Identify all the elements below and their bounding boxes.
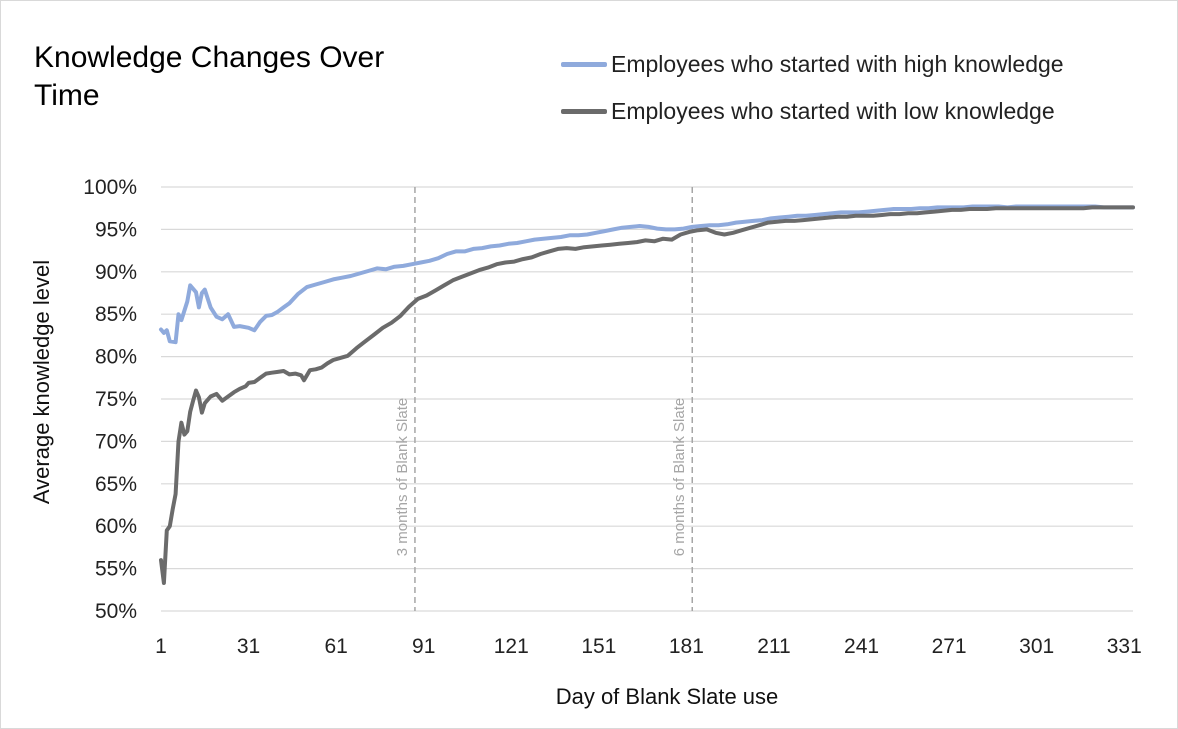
y-tick-label: 75%: [95, 388, 137, 411]
x-tick-label: 121: [494, 635, 529, 658]
series-lines: [159, 204, 1135, 585]
series-line-high-knowledge: [159, 204, 1135, 345]
y-axis-ticks: 50% 55% 60% 65% 70% 75% 80% 85% 90% 95% 100%: [83, 176, 137, 623]
x-tick-label: 61: [324, 635, 347, 658]
annotation-label-2: 6 months of Blank Slate: [671, 398, 688, 556]
series-line-low-knowledge: [159, 205, 1135, 585]
x-axis-ticks: 1 31 61 91 121 151 181 211 241 271 301 331: [155, 635, 1142, 658]
annotations: 3 months of Blank Slate 6 months of Blank…: [394, 187, 693, 611]
x-tick-label: 31: [237, 635, 260, 658]
annotation-label-1: 3 months of Blank Slate: [394, 398, 411, 556]
y-tick-label: 65%: [95, 473, 137, 496]
chart-title: Knowledge Changes Over Time: [34, 41, 385, 112]
y-tick-label: 50%: [95, 600, 137, 623]
legend-item-high-knowledge: Employees who started with high knowledg…: [561, 49, 1064, 79]
x-tick-label: 331: [1107, 635, 1142, 658]
x-tick-label: 271: [932, 635, 967, 658]
x-axis-title: Day of Blank Slate use: [556, 684, 779, 709]
legend-swatch-low-knowledge: [561, 108, 607, 114]
x-tick-label: 151: [581, 635, 616, 658]
y-tick-label: 60%: [95, 515, 137, 538]
y-tick-label: 85%: [95, 303, 137, 326]
y-tick-label: 90%: [95, 261, 137, 284]
y-tick-label: 95%: [95, 218, 137, 241]
x-tick-label: 241: [844, 635, 879, 658]
y-tick-label: 80%: [95, 346, 137, 369]
x-tick-label: 211: [757, 635, 790, 658]
x-tick-label: 91: [412, 635, 435, 658]
x-tick-label: 301: [1019, 635, 1054, 658]
y-tick-label: 55%: [95, 558, 137, 581]
legend-label-high-knowledge: Employees who started with high knowledg…: [611, 50, 1064, 77]
x-tick-label: 1: [155, 635, 167, 658]
y-tick-label: 100%: [83, 176, 137, 199]
legend-swatch-high-knowledge: [561, 61, 607, 67]
legend-item-low-knowledge: Employees who started with low knowledge: [561, 96, 1055, 126]
y-axis-title: Average knowledge level: [29, 260, 54, 504]
x-tick-label: 181: [669, 635, 704, 658]
gridlines: [161, 186, 1133, 612]
legend-label-low-knowledge: Employees who started with low knowledge: [611, 97, 1055, 124]
y-tick-label: 70%: [95, 430, 137, 453]
